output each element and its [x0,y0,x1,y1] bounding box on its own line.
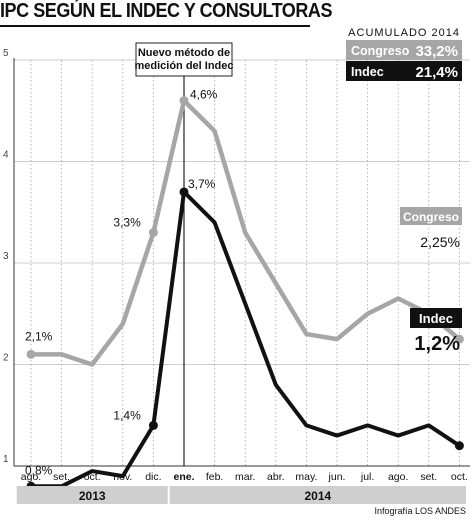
accumulated-heading: ACUMULADO 2014 [348,27,460,39]
congreso-point [179,96,189,106]
accumulated-row-congreso [346,40,462,60]
x-tick-label: abr. [267,471,285,483]
y-tick-label: 4 [3,150,9,161]
indec-series-tag [410,308,462,328]
x-tick-label: may. [295,471,317,483]
credit-line: Infografía LOS ANDES [374,506,466,516]
congreso-point [454,334,464,344]
page-title: IPC SEGÚN EL INDEC Y CONSULTORAS [0,0,333,22]
x-tick-label: mar. [235,471,255,483]
congreso-point [26,349,36,359]
indec-point [454,441,464,451]
congreso-series-tag-label: Congreso [403,210,459,224]
x-tick-label: ene. [173,471,194,483]
congreso-point [148,228,158,238]
congreso-end-value: 2,25% [420,234,460,250]
year-band [169,486,466,504]
x-tick-label: jul. [360,471,374,483]
indec-data-label: 1,4% [113,408,141,422]
indec-point [179,187,189,197]
x-tick-label: dic. [145,471,161,483]
annotation-text: medición del Indec [134,60,233,72]
x-tick-label: set. [53,471,70,483]
x-tick-label: ago. [21,471,41,483]
accumulated-name-congreso: Congreso [351,44,410,58]
x-tick-label: ago. [388,471,408,483]
indec-end-value: 1,2% [414,333,460,355]
indec-data-label: 3,7% [188,177,216,191]
congreso-series-tag [400,207,462,225]
title-underline [0,25,310,27]
accumulated-name-indec: Indec [351,65,384,79]
x-tick-label: jun. [328,471,346,483]
x-tick-label: set. [420,471,437,483]
year-band [16,486,168,504]
x-tick-label: nov. [113,471,132,483]
x-tick-label: oct. [451,471,468,483]
year-label: 2013 [79,489,106,503]
annotation-text: Nuevo método de [138,47,230,59]
y-tick-label: 1 [3,454,9,465]
congreso-data-label: 4,6% [190,88,218,102]
accumulated-value-indec: 21,4% [415,64,458,81]
indec-data-label: 0,8% [25,463,53,477]
y-tick-label: 2 [3,353,9,364]
congreso-data-label: 2,1% [25,329,53,343]
accumulated-value-congreso: 33,2% [415,43,458,60]
x-tick-label: feb. [206,471,224,483]
accumulated-row-indec [346,61,462,81]
indec-point [148,420,158,430]
y-tick-label: 5 [3,48,9,59]
congreso-data-label: 3,3% [113,216,141,230]
year-label: 2014 [304,489,331,503]
annotation-box [135,42,233,77]
indec-series-tag-label: Indec [419,311,453,326]
y-tick-label: 3 [3,251,9,262]
x-tick-label: oct. [84,471,101,483]
